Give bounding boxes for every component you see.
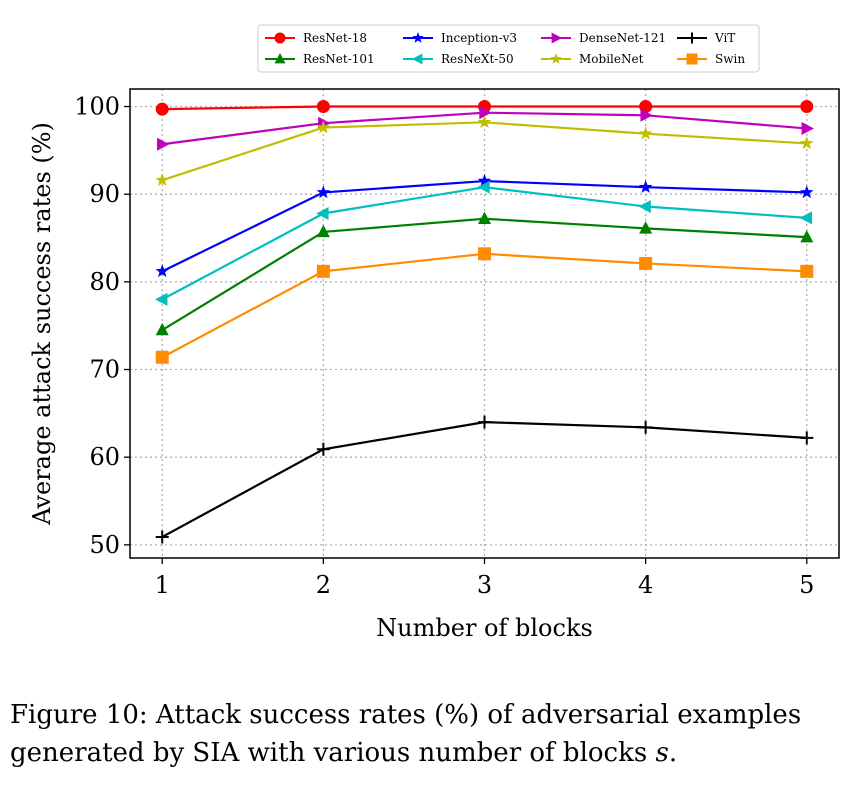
x-axis-label: Number of blocks: [376, 614, 593, 642]
data-point-swin: [316, 264, 330, 278]
data-point-resnet-101: [800, 230, 814, 243]
data-point-mobilenet: [477, 115, 492, 129]
data-point-resnext-50: [799, 211, 812, 225]
x-tick-label: 2: [316, 571, 331, 599]
legend-item-swin: Swin: [677, 52, 745, 66]
data-point-mobilenet: [638, 126, 653, 140]
legend-label: Swin: [715, 52, 745, 66]
data-point-inception-v3: [799, 185, 814, 199]
data-point-resnext-50: [316, 206, 329, 220]
x-tick-label: 3: [477, 571, 492, 599]
series-layer: [155, 100, 814, 544]
data-point-vit: [478, 415, 491, 429]
data-point-resnet-101: [639, 221, 653, 234]
legend-marker: [686, 32, 698, 44]
data-point-vit: [800, 431, 814, 445]
data-point-resnet-101: [478, 211, 491, 224]
data-point-densenet-121: [640, 108, 653, 122]
data-point-inception-v3: [316, 185, 331, 199]
data-point-resnet-18: [316, 100, 330, 114]
data-point-swin: [155, 350, 169, 364]
data-point-resnet-18: [155, 102, 169, 116]
x-tick-label: 1: [155, 571, 170, 599]
series-swin: [155, 247, 814, 364]
data-point-swin: [639, 256, 653, 270]
series-resnet-18: [155, 100, 814, 116]
data-point-resnet-18: [800, 100, 814, 114]
y-tick-label: 60: [89, 443, 120, 471]
y-tick-label: 100: [74, 93, 120, 121]
data-point-inception-v3: [155, 264, 170, 278]
data-point-resnet-101: [155, 322, 169, 336]
data-point-densenet-121: [801, 121, 814, 135]
grid-lines: [130, 89, 839, 558]
legend-marker: [274, 32, 286, 44]
data-point-resnext-50: [638, 199, 651, 213]
legend-box: [257, 24, 760, 73]
data-point-swin: [478, 247, 491, 261]
data-point-resnext-50: [477, 180, 490, 194]
data-point-resnet-101: [316, 224, 330, 238]
legend-item-mobilenet: MobileNet: [541, 52, 644, 66]
legend-marker: [550, 52, 562, 64]
data-point-densenet-121: [157, 137, 170, 151]
data-point-vit: [155, 530, 169, 544]
legend-marker: [686, 53, 698, 65]
data-point-swin: [800, 264, 814, 278]
legend-item-resnext-50: ResNeXt-50: [403, 52, 514, 66]
legend-label: Inception-v3: [441, 31, 517, 45]
caption-suffix: .: [668, 738, 678, 768]
legend-label: DenseNet-121: [579, 31, 666, 45]
legend-item-inception-v3: Inception-v3: [403, 31, 517, 45]
series-densenet-121: [157, 106, 814, 151]
legend-label: ResNeXt-50: [441, 52, 514, 66]
legend-item-resnet-101: ResNet-101: [265, 52, 375, 66]
data-point-resnext-50: [155, 292, 168, 306]
legend-label: ResNet-18: [303, 31, 367, 45]
legend-marker: [274, 52, 286, 64]
data-point-resnet-18: [639, 100, 653, 114]
data-point-mobilenet: [799, 136, 814, 150]
y-tick-label: 80: [89, 268, 120, 296]
legend-label: MobileNet: [579, 52, 644, 66]
legend-marker: [551, 32, 563, 44]
series-resnext-50: [155, 180, 812, 306]
series-resnet-101: [155, 211, 814, 336]
data-point-vit: [639, 420, 653, 434]
legend-item-vit: ViT: [677, 31, 735, 45]
legend-marker: [411, 53, 423, 65]
legend-item-densenet-121: DenseNet-121: [541, 31, 666, 45]
axes: 1 2 3 4 5 50 60 70 80 90 100: [74, 93, 814, 599]
y-tick-label: 70: [89, 356, 120, 384]
data-point-mobilenet: [316, 120, 331, 134]
data-point-inception-v3: [477, 173, 492, 187]
data-point-mobilenet: [155, 173, 170, 186]
x-tick-label: 4: [638, 571, 653, 599]
legend-item-resnet-18: ResNet-18: [265, 31, 367, 45]
legend-marker: [412, 31, 424, 43]
y-tick-label: 90: [89, 180, 120, 208]
x-tick-label: 5: [799, 571, 814, 599]
legend: ResNet-18 ResNet-101 Inception-v3 ResNeXt-5…: [257, 24, 760, 73]
legend-label: ResNet-101: [303, 52, 375, 66]
data-point-densenet-121: [479, 106, 492, 120]
series-mobilenet: [155, 115, 814, 186]
data-point-inception-v3: [638, 180, 653, 193]
caption-text: Figure 10: Attack success rates (%) of a…: [10, 700, 802, 768]
line-chart: 1 2 3 4 5 50 60 70 80 90 100 Number of blocks Aver…: [28, 24, 840, 642]
legend-label: ViT: [714, 31, 735, 45]
series-vit: [155, 415, 814, 544]
caption-variable: s: [655, 738, 669, 768]
data-point-vit: [316, 442, 330, 456]
series-inception-v3: [155, 173, 814, 278]
y-tick-label: 50: [89, 531, 120, 559]
figure-caption: Figure 10: Attack success rates (%) of a…: [10, 696, 860, 772]
y-axis-label: Average attack success rates (%): [28, 122, 56, 526]
